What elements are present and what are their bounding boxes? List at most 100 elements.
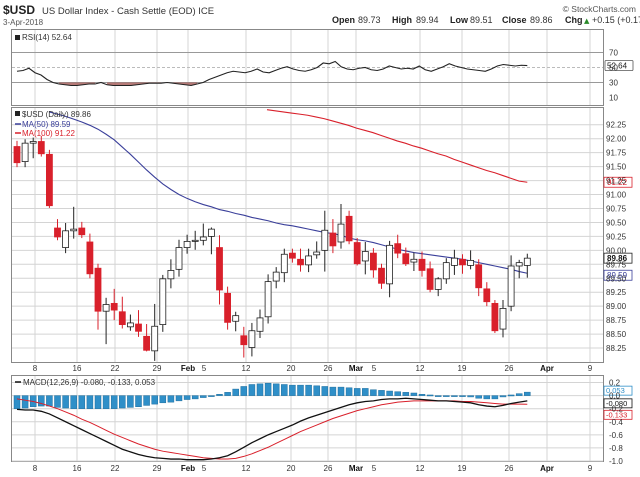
macd-histogram-bar — [216, 394, 223, 396]
macd-signal-value-label: -0.133 — [606, 410, 627, 419]
candle-body — [37, 141, 45, 155]
macd-tick-label: -0.8 — [609, 444, 623, 453]
candle-body — [127, 322, 134, 328]
high-label: High — [392, 15, 412, 25]
price-tick-label: 91.00 — [606, 191, 627, 200]
price-tick-label: 91.75 — [606, 149, 627, 158]
price-tick-label: 89.50 — [606, 274, 627, 283]
candle-body — [378, 267, 385, 284]
candle-body — [329, 232, 337, 247]
macd-histogram-bar — [21, 395, 29, 409]
x-tick-label: 9 — [588, 364, 593, 373]
candle-body — [135, 323, 142, 332]
macd-histogram-bar — [337, 386, 345, 396]
ma50-value-box — [603, 269, 633, 281]
rsi-legend: RSI(14) 52.64 — [22, 33, 72, 42]
macd-hist-value-box — [603, 385, 633, 396]
macd-plot: 0.053 -0.080 -0.133 — [13, 382, 633, 461]
macd-tick-label: -0.2 — [609, 405, 623, 414]
macd-histogram-bar — [305, 384, 312, 396]
rsi-tick-label: 70 — [609, 49, 618, 58]
candle-body — [523, 257, 531, 266]
candle-body — [499, 308, 507, 330]
price-tick-label: 92.25 — [606, 121, 627, 130]
price-tick-label: 88.75 — [606, 316, 627, 325]
macd-histogram-bar — [13, 395, 21, 409]
macd-tick-label: -1.0 — [609, 457, 623, 466]
x-tick-label: 22 — [111, 464, 120, 473]
macd-histogram-bar — [475, 395, 482, 399]
macd-histogram-bar — [102, 395, 110, 409]
close-value: 89.86 — [530, 15, 553, 25]
price-tick-label: 90.00 — [606, 246, 627, 255]
candle-body — [216, 247, 223, 291]
candle-body — [264, 281, 272, 318]
x-tick-label: 20 — [287, 364, 296, 373]
candle-body — [13, 146, 21, 164]
candle-body — [442, 262, 450, 280]
symbol-name: US Dollar Index - Cash Settle (EOD) ICE — [42, 6, 214, 17]
x-tick-label: Apr — [540, 464, 554, 473]
macd-histogram-bar — [135, 395, 142, 407]
axis-labels: 7050301092.2592.0091.7591.5091.2591.0090… — [33, 49, 627, 474]
price-legend: $USD (Daily) 89.86 — [22, 110, 91, 119]
x-tick-label: Feb — [181, 364, 195, 373]
ma50-line — [49, 111, 528, 274]
ma100-value-box — [603, 176, 633, 188]
macd-histogram-bar — [240, 386, 248, 396]
x-tick-label: 5 — [372, 364, 377, 373]
candle-body — [256, 317, 264, 332]
x-tick-label: 26 — [324, 364, 333, 373]
macd-histogram-bar — [272, 383, 280, 396]
chg-label: Chg — [565, 15, 583, 25]
low-label: Low — [450, 15, 469, 25]
macd-histogram-bar — [451, 395, 458, 397]
close-value-label: 89.86 — [607, 254, 628, 263]
macd-hist-value-label: 0.053 — [606, 386, 625, 395]
x-tick-label: Apr — [540, 364, 554, 373]
price-tick-label: 88.50 — [606, 330, 627, 339]
x-tick-label: 5 — [202, 464, 207, 473]
low-value: 89.51 — [470, 15, 493, 25]
candle-body — [483, 288, 491, 303]
macd-histogram-bar — [362, 388, 369, 396]
candle-body — [191, 239, 199, 242]
x-tick-label: Mar — [349, 364, 363, 373]
price-tick-label: 90.50 — [606, 218, 627, 227]
rsi-oversold-fill — [173, 82, 198, 86]
rsi-tick-label: 30 — [609, 79, 618, 88]
candle-body — [459, 258, 466, 266]
x-tick-label: 26 — [505, 464, 514, 473]
candle-body — [353, 242, 361, 265]
chg-arrow-icon: ▲ — [584, 17, 590, 25]
candle-body — [46, 153, 53, 207]
candle-body — [345, 215, 353, 242]
candle-body — [62, 230, 69, 248]
candle-body — [248, 330, 256, 348]
price-tick-label: 90.25 — [606, 232, 627, 241]
price-tick-label: 89.00 — [606, 302, 627, 311]
candle-body — [288, 252, 296, 259]
price-tick-label: 89.25 — [606, 288, 627, 297]
macd-histogram-bar — [46, 395, 53, 407]
macd-histogram-bar — [62, 395, 69, 409]
candle-body — [386, 244, 394, 285]
candle-body — [491, 302, 499, 332]
macd-histogram-bar — [159, 395, 167, 404]
candle-body — [94, 267, 102, 312]
macd-histogram-bar — [524, 391, 531, 396]
open-value: 89.73 — [358, 15, 381, 25]
macd-histogram-bar — [264, 382, 272, 396]
x-tick-label: 12 — [416, 364, 425, 373]
candle-body — [467, 259, 475, 266]
macd-histogram-bar — [297, 384, 304, 396]
candle-body — [272, 271, 280, 282]
candle-body — [70, 228, 78, 232]
macd-histogram-bar — [402, 392, 410, 396]
price-tick-label: 88.25 — [606, 344, 627, 353]
candle-body — [110, 302, 118, 311]
candle-body — [313, 251, 321, 256]
candle-body — [151, 325, 159, 352]
rsi-value-box — [604, 60, 634, 71]
